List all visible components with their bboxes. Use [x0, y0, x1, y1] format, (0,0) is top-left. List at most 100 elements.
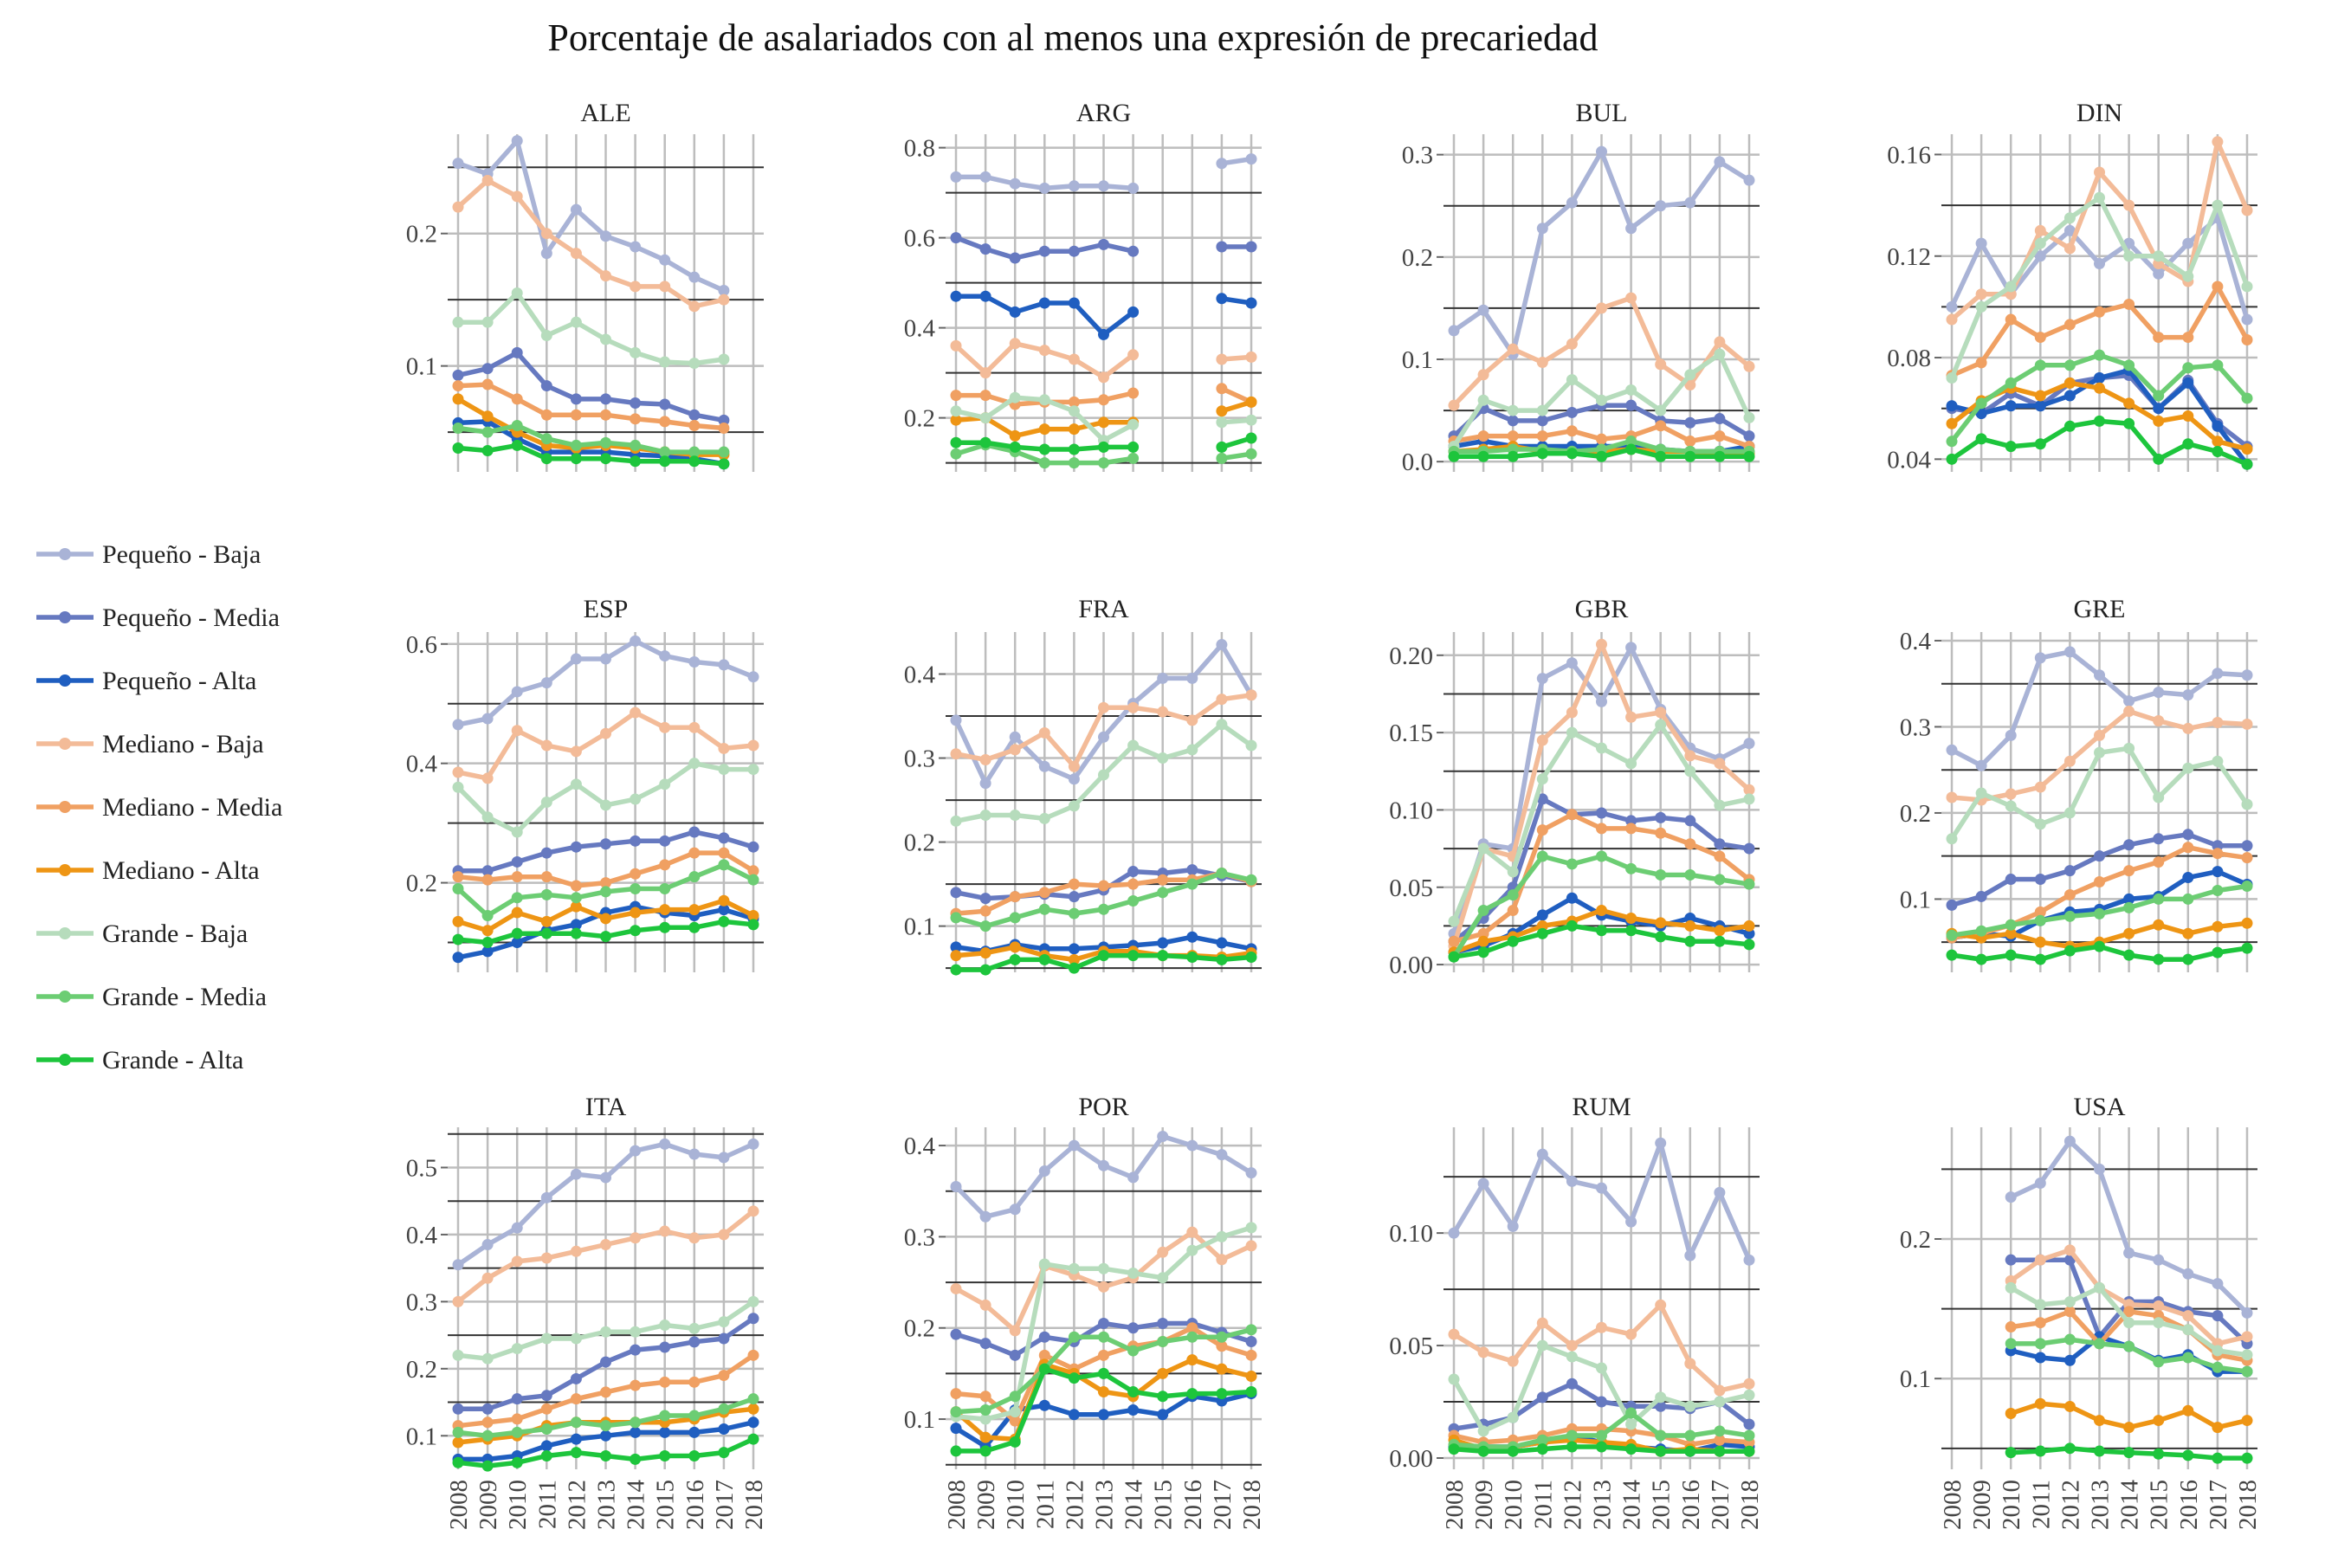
data-point: [1009, 810, 1021, 822]
data-point: [659, 835, 671, 847]
legend-key-point: [59, 738, 71, 750]
data-point: [540, 847, 552, 859]
data-point: [1009, 731, 1021, 743]
data-point: [2153, 403, 2165, 415]
data-point: [2182, 1404, 2194, 1416]
data-point: [2064, 910, 2076, 922]
data-point: [1946, 949, 1958, 961]
data-point: [1216, 1254, 1228, 1266]
data-point: [1477, 394, 1489, 406]
data-point: [630, 241, 642, 253]
data-point: [2034, 906, 2046, 918]
data-point: [1157, 1131, 1169, 1143]
panel-title: ESP: [584, 595, 629, 623]
data-point: [2005, 313, 2017, 326]
data-point: [1536, 1434, 1548, 1446]
data-point: [630, 1453, 642, 1465]
data-point: [1157, 1409, 1169, 1421]
data-point: [1566, 1378, 1578, 1390]
data-point: [1216, 158, 1228, 170]
series-grande-alta: [1448, 443, 1755, 462]
series-pequeño-baja: [1448, 145, 1755, 360]
data-point: [659, 398, 671, 410]
data-point: [2153, 953, 2165, 965]
data-point: [1946, 899, 1958, 911]
panel-title: BUL: [1576, 99, 1628, 127]
data-point: [2182, 829, 2194, 841]
data-point: [2153, 332, 2165, 344]
series-grande-baja: [950, 391, 1257, 447]
data-point: [2241, 313, 2253, 326]
data-point: [1975, 787, 1987, 799]
series-mediano-baja: [1448, 638, 1755, 952]
y-tick-label: 0.2: [904, 405, 935, 433]
data-point: [1216, 293, 1228, 305]
series-mediano-media: [452, 378, 730, 435]
data-point: [1975, 953, 1987, 965]
data-point: [718, 915, 730, 927]
x-tick-label: 2013: [1091, 1480, 1119, 1530]
data-point: [2153, 1415, 2165, 1427]
data-point: [2182, 438, 2194, 450]
data-point: [600, 230, 611, 242]
data-point: [2064, 420, 2076, 432]
data-point: [1127, 452, 1140, 464]
series-line: [455, 423, 727, 455]
data-point: [1157, 1367, 1169, 1379]
data-point: [1216, 694, 1228, 706]
data-point: [1127, 245, 1140, 257]
data-point: [511, 1393, 523, 1405]
data-point: [1596, 823, 1607, 835]
data-point: [1743, 1254, 1755, 1266]
series-pequeño-baja: [1448, 1137, 1755, 1266]
data-point: [1566, 338, 1578, 350]
data-point: [2064, 1333, 2076, 1345]
data-point: [1655, 1391, 1667, 1403]
data-point: [452, 871, 464, 883]
data-point: [630, 907, 642, 919]
data-point: [659, 721, 671, 733]
data-point: [2153, 893, 2165, 905]
data-point: [688, 904, 701, 916]
data-point: [950, 964, 962, 976]
data-point: [1186, 1139, 1198, 1152]
data-point: [1684, 379, 1696, 391]
y-tick-label: 0.10: [1389, 797, 1433, 824]
data-point: [1009, 177, 1021, 190]
series-grande-media: [1946, 881, 2253, 941]
data-point: [747, 764, 759, 776]
x-tick-label: 2009: [1968, 1480, 1996, 1530]
data-point: [1216, 937, 1228, 949]
series-grande-alta: [1946, 415, 2253, 470]
data-point: [1009, 1415, 1021, 1427]
data-point: [1009, 891, 1021, 903]
data-point: [2064, 359, 2076, 371]
data-point: [1743, 1389, 1755, 1401]
data-point: [718, 659, 730, 671]
data-point: [659, 650, 671, 662]
data-point: [1684, 935, 1696, 947]
data-point: [481, 426, 494, 438]
data-point: [1448, 399, 1460, 411]
x-tick-label: 2009: [475, 1480, 502, 1530]
data-point: [1245, 432, 1257, 444]
data-point: [2064, 390, 2076, 402]
data-point: [659, 254, 671, 266]
x-tick-label: 2014: [1121, 1480, 1148, 1531]
series-pequeño-baja: [452, 135, 730, 296]
data-point: [1975, 759, 1987, 771]
data-point: [600, 1386, 611, 1398]
data-point: [630, 1145, 642, 1157]
data-point: [2094, 306, 2105, 318]
x-tick-label: 2017: [711, 1480, 739, 1530]
data-point: [718, 847, 730, 859]
data-point: [979, 778, 991, 790]
data-point: [1098, 1262, 1109, 1274]
data-point: [747, 841, 759, 853]
data-point: [747, 865, 759, 877]
data-point: [2212, 1345, 2224, 1357]
data-point: [2034, 1397, 2046, 1410]
data-point: [452, 915, 464, 927]
data-point: [1566, 425, 1578, 437]
data-point: [630, 346, 642, 358]
